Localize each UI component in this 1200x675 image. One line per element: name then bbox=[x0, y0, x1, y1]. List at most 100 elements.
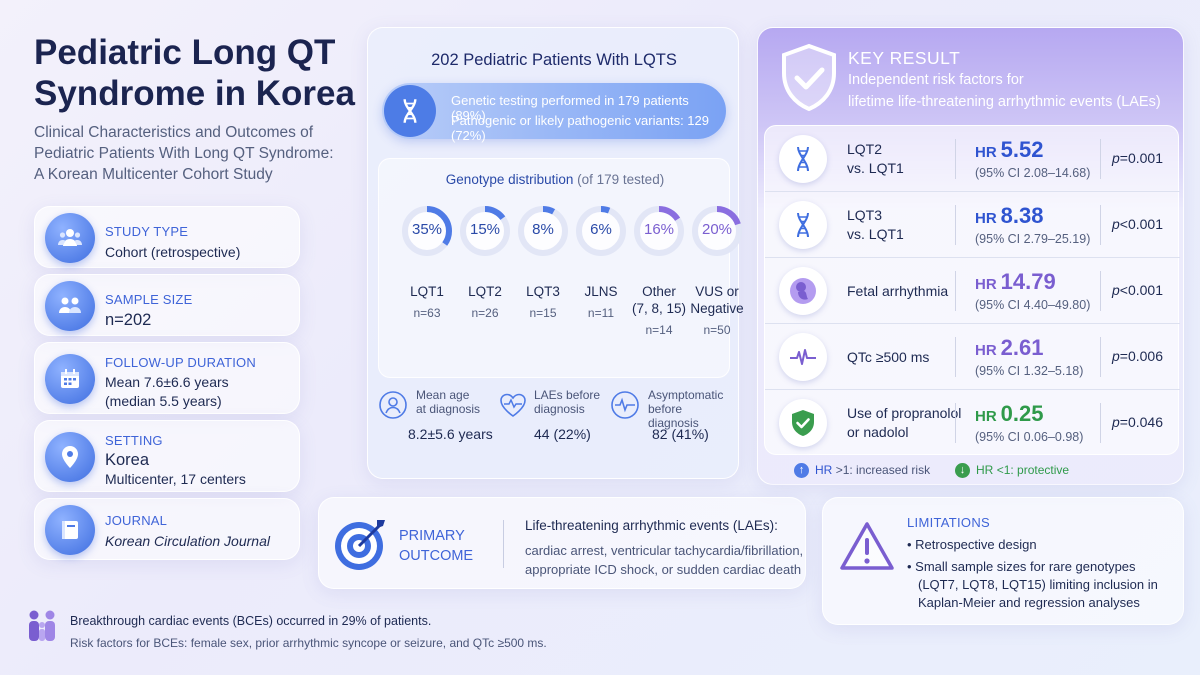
info-card-sample-size: SAMPLE SIZE n=202 bbox=[34, 274, 300, 336]
risk-factor-name-1: Fetal arrhythmia bbox=[847, 283, 949, 299]
hr-value: 2.61 bbox=[1000, 335, 1044, 360]
study-type-label: STUDY TYPE bbox=[105, 224, 189, 239]
legend-up-text: >1: increased risk bbox=[835, 463, 931, 477]
p-symbol: p bbox=[1112, 150, 1120, 166]
confidence-interval: (95% CI 2.79–25.19) bbox=[975, 232, 1091, 246]
donut-arc-0 bbox=[402, 206, 452, 256]
genotype-name-2: (7, 8, 15) bbox=[631, 301, 687, 316]
risk-factor-name-1: Use of propranolol bbox=[847, 405, 962, 421]
primary-outcome-label-1: PRIMARY bbox=[399, 528, 465, 544]
legend-up-hr: HR bbox=[815, 463, 833, 477]
shield-check-icon bbox=[776, 42, 842, 114]
p-value-text: =0.006 bbox=[1119, 348, 1164, 364]
hr-legend: ↑ HR >1: increased risk ↓ HR <1: protect… bbox=[794, 463, 1174, 479]
journal-label: JOURNAL bbox=[105, 513, 168, 528]
donut-ring bbox=[692, 206, 742, 256]
hr-label: HR bbox=[975, 276, 997, 293]
risk-factor-name-2: vs. LQT1 bbox=[847, 226, 904, 242]
p-value: p=0.001 bbox=[1112, 150, 1163, 166]
genotype-donut-3: 6% bbox=[575, 205, 627, 257]
donut-pct-label: 16% bbox=[643, 221, 675, 238]
risk-factor-name-2: vs. LQT1 bbox=[847, 160, 904, 176]
outcome-line-2: appropriate ICD shock, or sudden cardiac… bbox=[525, 562, 802, 577]
risk-factor-table: LQT2 vs. LQT1 HR 5.52 (95% CI 2.08–14.68) p=0… bbox=[764, 125, 1180, 456]
genotype-count: n=26 bbox=[471, 306, 499, 320]
limitation-item-2a: • Small sample sizes for rare genotypes bbox=[907, 559, 1136, 574]
hr-value: 0.25 bbox=[1000, 401, 1044, 426]
hr-label: HR bbox=[975, 408, 997, 425]
study-type-value: Cohort (retrospective) bbox=[105, 244, 241, 260]
sample-size-label: SAMPLE SIZE bbox=[105, 292, 193, 307]
shield-check-icon bbox=[779, 399, 827, 447]
risk-row: Use of propranolol or nadolol HR 0.25 (95% C… bbox=[765, 390, 1180, 456]
limitation-item-2c: Kaplan-Meier and regression analyses bbox=[918, 595, 1140, 610]
laes-before-label-1: LAEs before bbox=[534, 388, 601, 402]
info-card-journal: JOURNAL Korean Circulation Journal bbox=[34, 498, 300, 560]
key-result-heading: KEY RESULT bbox=[848, 48, 961, 68]
follow-up-label: FOLLOW-UP DURATION bbox=[105, 355, 256, 370]
risk-row: Fetal arrhythmia HR 14.79 (95% CI 4.40–49.8… bbox=[765, 258, 1180, 324]
risk-row: QTc ≥500 ms HR 2.61 (95% CI 1.32–5.18) p=0.0… bbox=[765, 324, 1180, 390]
key-result-sub-1: Independent risk factors for bbox=[848, 72, 1024, 88]
arrow-up-icon: ↑ bbox=[794, 463, 809, 478]
genetic-testing-banner: Genetic testing performed in 179 patient… bbox=[382, 83, 726, 143]
genotype-distribution-card: Genotype distribution (of 179 tested) 35… bbox=[378, 158, 744, 378]
key-result-panel: KEY RESULT Independent risk factors for … bbox=[757, 27, 1184, 485]
journal-value: Korean Circulation Journal bbox=[105, 533, 270, 549]
calendar-icon bbox=[45, 354, 95, 404]
mean-age-label: Mean age at diagnosis bbox=[416, 388, 480, 416]
genotype-donut-1: 15% bbox=[459, 205, 511, 257]
genotype-title-note: (of 179 tested) bbox=[577, 172, 665, 187]
setting-label: SETTING bbox=[105, 433, 163, 448]
hazard-ratio: HR 2.61 bbox=[975, 335, 1044, 361]
page-title: Pediatric Long QT Syndrome in Korea bbox=[34, 33, 355, 113]
risk-divider-2 bbox=[1100, 139, 1101, 179]
limitation-item-2b: (LQT7, LQT8, LQT15) limiting inclusion i… bbox=[918, 577, 1158, 592]
donut-arc-2 bbox=[518, 206, 568, 256]
genotype-donut-5: 20% bbox=[691, 205, 743, 257]
genotype-name: LQT2 bbox=[468, 284, 502, 299]
hr-label: HR bbox=[975, 210, 997, 227]
risk-row: LQT3 vs. LQT1 HR 8.38 (95% CI 2.79–25.19) p<0… bbox=[765, 192, 1180, 258]
primary-outcome-label-2: OUTCOME bbox=[399, 548, 474, 564]
confidence-interval: (95% CI 1.32–5.18) bbox=[975, 364, 1084, 378]
donut-arc-4 bbox=[634, 206, 684, 256]
genotype-name-2: Negative bbox=[690, 301, 744, 316]
group-icon bbox=[45, 281, 95, 331]
p-value-text: =0.046 bbox=[1119, 414, 1164, 430]
donut-arc-5 bbox=[692, 206, 742, 256]
donut-pct-label: 8% bbox=[532, 221, 554, 238]
risk-factor-name: QTc ≥500 ms bbox=[847, 348, 929, 367]
person-icon bbox=[378, 390, 408, 420]
genotype-name: JLNS bbox=[584, 284, 618, 299]
bce-line-1: Breakthrough cardiac events (BCEs) occur… bbox=[70, 614, 432, 628]
asymptomatic-label: Asymptomatic before diagnosis bbox=[648, 388, 730, 430]
p-value: p<0.001 bbox=[1112, 282, 1163, 298]
donut-pct-label: 6% bbox=[590, 221, 612, 238]
p-value: p=0.046 bbox=[1112, 414, 1163, 430]
risk-factor-name: Fetal arrhythmia bbox=[847, 282, 948, 301]
p-symbol: p bbox=[1112, 348, 1120, 364]
genotype-title: Genotype distribution (of 179 tested) bbox=[379, 172, 731, 187]
target-icon bbox=[331, 514, 391, 574]
laes-before-value: 44 (22%) bbox=[534, 426, 591, 442]
mean-age-label-2: at diagnosis bbox=[416, 402, 481, 416]
risk-divider bbox=[955, 205, 956, 245]
ecg-icon bbox=[779, 333, 827, 381]
risk-factor-name: Use of propranolol or nadolol bbox=[847, 404, 961, 442]
location-pin-icon bbox=[45, 432, 95, 482]
warning-icon bbox=[839, 520, 895, 572]
limitations-title: LIMITATIONS bbox=[907, 515, 990, 530]
risk-factor-name-1: LQT3 bbox=[847, 207, 883, 223]
risk-divider bbox=[955, 139, 956, 179]
outcome-line-1: cardiac arrest, ventricular tachycardia/… bbox=[525, 543, 804, 558]
outcome-divider bbox=[503, 520, 504, 568]
setting-centers: Multicenter, 17 centers bbox=[105, 471, 246, 487]
donut-pct-label: 20% bbox=[701, 221, 733, 238]
risk-divider bbox=[955, 271, 956, 311]
donut-ring bbox=[576, 206, 626, 256]
p-value: p=0.006 bbox=[1112, 348, 1163, 364]
fetus-icon bbox=[779, 267, 827, 315]
genotype-count: n=63 bbox=[413, 306, 441, 320]
key-result-sub-2: lifetime life-threatening arrhythmic eve… bbox=[848, 94, 1161, 110]
